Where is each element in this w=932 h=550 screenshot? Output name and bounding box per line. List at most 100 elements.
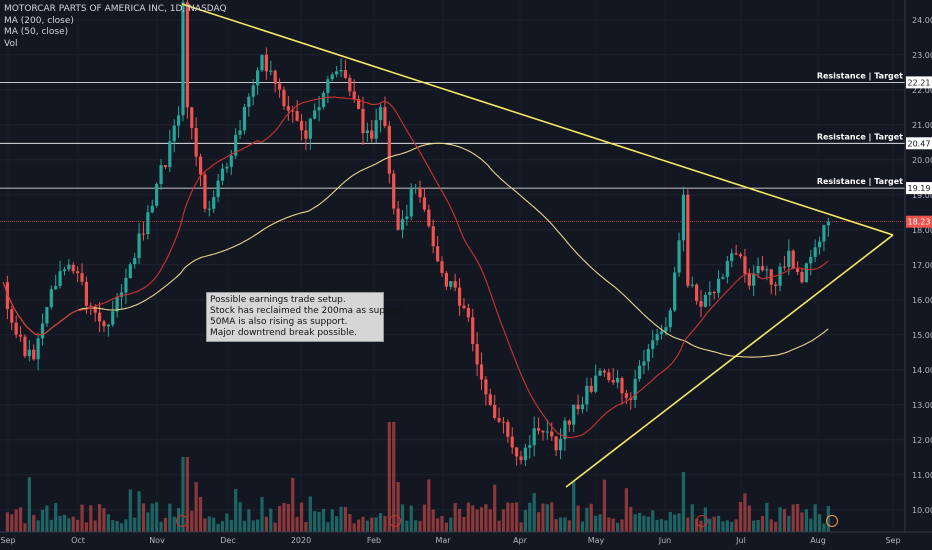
volume-bar [721,521,725,532]
chart-legend: MOTORCAR PARTS OF AMERICA INC, 1D, NASDA… [4,4,227,50]
candle-body [457,287,462,306]
volume-bar [106,514,110,532]
volume-bar [146,512,150,532]
y-tick-label: 23.00 [912,51,932,60]
volume-bar [27,477,31,532]
volume-bar [545,504,549,532]
volume-bar [743,493,747,532]
candle-body [212,197,216,209]
ma200-legend[interactable]: MA (200, close) [4,15,74,26]
volume-bar [172,516,176,532]
candle-body [159,165,163,184]
note-line: Possible earnings trade setup. [210,295,346,305]
volume-bar [277,506,282,532]
x-tick-label: Jun [658,536,672,545]
volume-bar [651,510,655,532]
volume-bar [659,519,664,532]
volume-bar [304,521,308,532]
volume-bar [198,497,203,532]
candle-body [782,266,787,268]
volume-legend[interactable]: Vol [4,38,18,49]
volume-bar [370,517,374,532]
volume-bar [365,520,369,532]
volume-bar [418,521,422,532]
candle-body [124,277,128,293]
volume-bar [510,502,514,532]
annotation-note[interactable]: Possible earnings trade setup. Stock has… [206,292,406,342]
candle-body [18,334,23,337]
volume-bar [54,503,58,532]
candle-body [664,327,668,332]
candle-body [172,125,176,142]
volume-bar [778,507,782,532]
note-line: Major downtrend break possible. [210,328,358,338]
volume-bar [84,522,89,532]
downtrend-line [181,3,894,236]
candle-body [523,447,528,461]
candle-body [479,364,484,380]
candle-body [67,264,71,270]
candle-body [111,311,115,325]
earnings-marker [696,515,708,527]
volume-bar [251,520,255,532]
y-tick-label: 24.00 [912,16,932,25]
candle-body [804,263,808,283]
volume-bar [585,507,589,532]
candle-body [427,209,431,227]
volume-bar [330,509,334,532]
candle-body [102,321,106,327]
volume-bar [282,502,286,532]
volume-bar [436,518,440,532]
candle-body [361,108,365,134]
candle-body [62,269,67,272]
candle-body [352,91,356,99]
candle-body [273,70,277,84]
volume-bar [40,509,45,532]
volume-bar [348,513,352,532]
volume-bar [67,518,71,532]
candle-body [286,106,290,111]
candle-body [14,322,18,335]
candle-body [795,268,800,273]
volume-bar [5,512,9,532]
candle-body [497,418,501,422]
symbol-title: MOTORCAR PARTS OF AMERICA INC, 1D, NASDA… [4,4,227,14]
volume-bar [725,520,729,532]
volume-bar [804,509,808,532]
candle-body [778,266,782,286]
volume-bar [708,518,712,532]
candle-body [418,187,422,198]
moving-averages [2,96,829,439]
volume-bar [291,477,295,532]
y-tick-label: 21.00 [912,121,932,130]
candle-body [396,208,400,230]
volume-bar [515,502,519,532]
volume-bar [62,514,67,532]
volume-bar [532,493,536,532]
candle-body [760,266,765,271]
volume-bar [738,502,743,532]
volume-bar [826,506,830,532]
candle-body [93,306,97,313]
candle-body [247,96,251,107]
candle-body [550,431,554,437]
candle-body [536,428,541,431]
ma50-legend[interactable]: MA (50, close) [4,27,69,37]
resistance-lines: Resistance | Target Resistance | Target Re… [0,71,905,222]
volume-bar [637,512,642,532]
volume-bar [664,520,668,532]
volume-bar [616,522,620,532]
candle-body [177,115,181,126]
candle-body [484,379,488,395]
volume-bar [256,519,260,532]
time-axis: Sep Oct Nov Dec 2020 Feb Mar Apr May Jun Jul Aug Sep [0,531,932,545]
volume-bar [668,511,672,532]
volume-bar [387,422,391,532]
volume-bar [594,515,598,532]
volume-bar [449,517,453,532]
volume-bar [817,514,822,532]
y-tick-label: 22.00 [912,86,932,95]
volume-bar [506,502,510,532]
candle-body [198,156,203,175]
